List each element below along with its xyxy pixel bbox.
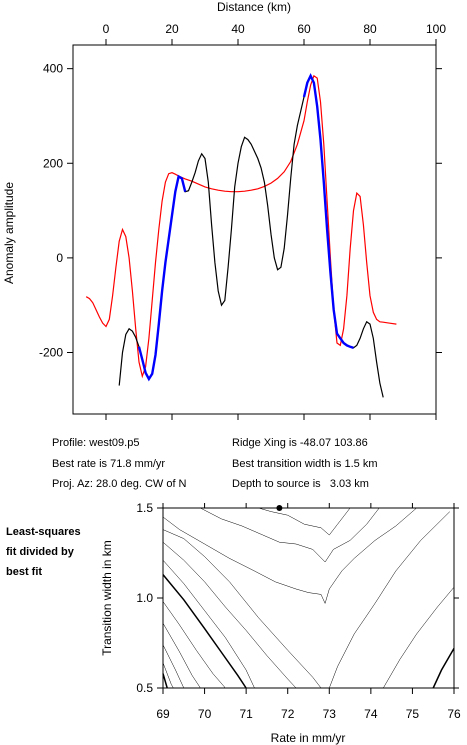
misfit-contour-line bbox=[162, 623, 201, 689]
misfit-contour-line bbox=[162, 673, 168, 689]
bottom-x-tick-label: 69 bbox=[156, 707, 170, 721]
misfit-contour-line bbox=[162, 662, 174, 689]
best-transition-width-text: Best transition width is 1.5 km bbox=[232, 458, 378, 470]
top-x-tick-label: 80 bbox=[363, 22, 377, 36]
misfit-contour-line bbox=[162, 644, 185, 689]
misfit-contour-line bbox=[162, 542, 297, 689]
top-x-tick-label: 100 bbox=[426, 22, 446, 36]
top-y-tick-label: 400 bbox=[43, 62, 63, 76]
side-note-line-3: best fit bbox=[6, 566, 43, 578]
bottom-plot-frame bbox=[162, 507, 455, 689]
best-fit-segment bbox=[137, 174, 187, 382]
top-plot-frame bbox=[72, 44, 437, 415]
profile-name-text: Profile: west09.p5 bbox=[52, 437, 140, 449]
top-y-tick-label: 200 bbox=[43, 156, 63, 170]
top-plot-marks: 0 20 40 60 80 100 400 200 0 -200 bbox=[39, 22, 446, 420]
top-x-tick-label: 60 bbox=[297, 22, 311, 36]
bottom-x-axis-label: Rate in mm/yr bbox=[271, 731, 346, 745]
top-x-tick-label: 20 bbox=[165, 22, 179, 36]
misfit-contour-line bbox=[162, 601, 226, 689]
observed-profile-line bbox=[118, 74, 384, 398]
misfit-contour-line bbox=[162, 507, 417, 605]
top-y-axis-label: Anomaly amplitude bbox=[2, 182, 16, 284]
side-note-line-1: Least-squares bbox=[6, 526, 81, 538]
depth-to-source-text: Depth to source is 3.03 km bbox=[232, 478, 369, 490]
bottom-x-tick-label: 73 bbox=[323, 707, 337, 721]
misfit-contour-line bbox=[432, 648, 455, 689]
misfit-contour-line bbox=[383, 587, 455, 689]
misfit-contour-line bbox=[162, 560, 255, 689]
side-note-line-2: fit divided by bbox=[6, 546, 74, 558]
bottom-y-tick-label: 1.0 bbox=[136, 591, 153, 605]
misfit-contour-line bbox=[162, 574, 247, 689]
bottom-x-tick-label: 70 bbox=[198, 707, 212, 721]
top-y-tick-label: 0 bbox=[56, 251, 63, 265]
anomaly-profile-chart: 0 20 40 60 80 100 400 200 0 -200 Distance (km) An… bbox=[2, 0, 446, 420]
misfit-contour-line bbox=[329, 511, 450, 689]
bottom-x-tick-label: 75 bbox=[406, 707, 420, 721]
bottom-y-tick-label: 1.5 bbox=[136, 501, 153, 515]
bottom-x-tick-label: 76 bbox=[447, 707, 461, 721]
best-fit-segment bbox=[302, 72, 354, 349]
misfit-contour-line bbox=[258, 507, 351, 536]
bottom-x-tick-label: 74 bbox=[364, 707, 378, 721]
bottom-x-tick-label: 72 bbox=[281, 707, 295, 721]
misfit-contour-chart: 69 70 71 72 73 74 75 761.51.00.5 Rate in mm/yr … bbox=[100, 501, 461, 745]
ridge-crossing-text: Ridge Xing is -48.07 103.86 bbox=[232, 437, 368, 449]
top-x-tick-label: 40 bbox=[231, 22, 245, 36]
bottom-plot-marks: 69 70 71 72 73 74 75 76 1.5 1.0 0.5 bbox=[136, 501, 461, 721]
bottom-y-axis-label: Transition width in km bbox=[100, 540, 114, 656]
bottom-y-tick-label: 0.5 bbox=[136, 681, 153, 695]
misfit-contour-line bbox=[200, 507, 380, 563]
best-rate-text: Best rate is 71.8 mm/yr bbox=[52, 458, 166, 470]
misfit-contour-line bbox=[162, 529, 322, 689]
top-x-tick-label: 0 bbox=[103, 22, 110, 36]
bottom-x-tick-label: 71 bbox=[239, 707, 253, 721]
top-y-tick-label: -200 bbox=[39, 346, 63, 360]
projection-azimuth-text: Proj. Az: 28.0 deg. CW of N bbox=[52, 478, 187, 490]
top-x-axis-label: Distance (km) bbox=[217, 0, 291, 14]
